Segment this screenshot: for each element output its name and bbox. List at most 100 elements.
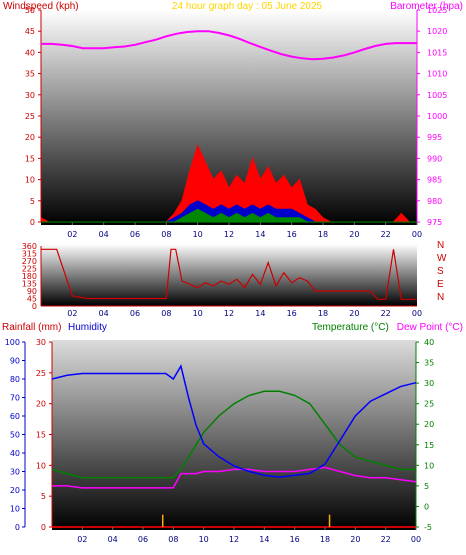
wind-ytick-label: 5	[30, 197, 35, 206]
rainfall-axis-label: Rainfall (mm)	[2, 322, 61, 333]
baro-ytick-label: 1020	[427, 27, 447, 36]
wind-ytick-label: 0	[30, 218, 35, 227]
wind-xtick-label: 06	[130, 230, 140, 239]
wind-ytick-label: 45	[25, 27, 35, 36]
chart-title: 24 hour graph day : 05 June 2025	[172, 1, 323, 12]
dir-xtick-label: 06	[130, 309, 140, 318]
wind-ytick-label: 20	[25, 133, 35, 142]
dir-xtick-label: 22	[381, 309, 391, 318]
temp-ytick-label: 15	[424, 441, 434, 450]
rain-ytick-label: 30	[36, 338, 46, 347]
temp-xtick-label: 14	[259, 535, 269, 544]
dir-ytick-label: 360	[22, 242, 37, 251]
rain-ytick-label: 10	[36, 461, 46, 470]
temp-xtick-label: 12	[229, 535, 239, 544]
temp-ytick-label: 40	[424, 338, 434, 347]
rain-ytick-label: 25	[36, 369, 46, 378]
compass-label: W	[437, 253, 447, 264]
wind-xtick-label: 20	[349, 230, 359, 239]
wind-xtick-label: 04	[99, 230, 109, 239]
dir-xtick-label: 12	[224, 309, 234, 318]
temp-ytick-label: 5	[424, 482, 429, 491]
dir-xtick-label: 18	[318, 309, 328, 318]
wind-ytick-label: 40	[25, 48, 35, 57]
dir-ytick-label: 90	[27, 287, 37, 296]
temp-ytick-label: 25	[424, 400, 434, 409]
baro-ytick-label: 990	[427, 154, 442, 163]
hum-ytick-label: 80	[10, 375, 20, 384]
baro-ytick-label: 985	[427, 176, 442, 185]
compass-label: N	[437, 240, 444, 251]
wind-ytick-label: 35	[25, 70, 35, 79]
compass-label: N	[437, 292, 444, 303]
baro-ytick-label: 1000	[427, 112, 447, 121]
temp-panel-bg	[52, 340, 416, 530]
baro-ytick-label: 1015	[427, 48, 447, 57]
wind-xtick-label: 00	[412, 230, 422, 239]
baro-ytick-label: 1010	[427, 70, 447, 79]
wind-xtick-label: 02	[67, 230, 77, 239]
hum-ytick-label: 10	[10, 505, 20, 514]
hum-ytick-label: 50	[10, 431, 20, 440]
temperature-series	[51, 390, 416, 479]
wind-xtick-label: 14	[255, 230, 265, 239]
dir-ytick-label: 135	[22, 280, 37, 289]
dir-xtick-label: 20	[349, 309, 359, 318]
dir-ytick-label: 270	[22, 257, 37, 266]
wind-low-series	[41, 208, 417, 223]
rain-ytick-label: 0	[41, 523, 46, 532]
dir-xtick-label: 16	[287, 309, 297, 318]
rain-ytick-label: 20	[36, 400, 46, 409]
baro-ytick-label: 995	[427, 133, 442, 142]
wind-xtick-label: 10	[193, 230, 203, 239]
hum-ytick-label: 0	[15, 523, 20, 532]
temp-xtick-label: 02	[77, 535, 87, 544]
humidity-axis-label: Humidity	[68, 322, 107, 333]
hum-ytick-label: 20	[10, 486, 20, 495]
dir-ytick-label: 0	[32, 302, 37, 311]
temp-ytick-label: 30	[424, 379, 434, 388]
wind-ytick-label: 50	[25, 6, 35, 15]
wind-ytick-label: 30	[25, 91, 35, 100]
dir-xtick-label: 00	[412, 309, 422, 318]
temp-ytick-label: 0	[424, 502, 429, 511]
dewpoint-axis-label: Dew Point (°C)	[397, 322, 463, 333]
dir-ytick-label: 225	[22, 265, 37, 274]
hum-ytick-label: 60	[10, 412, 20, 421]
baro-ytick-label: 980	[427, 197, 442, 206]
hum-ytick-label: 40	[10, 449, 20, 458]
hum-ytick-label: 30	[10, 468, 20, 477]
temp-ytick-label: 10	[424, 461, 434, 470]
dewpoint-series	[52, 466, 417, 489]
baro-ytick-label: 975	[427, 218, 442, 227]
barometer-axis-label: Barometer (hpa)	[390, 1, 463, 12]
compass-label: S	[437, 266, 444, 277]
temp-xtick-label: 16	[290, 535, 300, 544]
temp-xtick-label: 04	[108, 535, 118, 544]
temp-xtick-label: 00	[411, 535, 421, 544]
temperature-axis-label: Temperature (°C)	[312, 322, 389, 333]
rain-ytick-label: 5	[41, 492, 46, 501]
baro-ytick-label: 1025	[427, 6, 447, 15]
dir-xtick-label: 04	[99, 309, 109, 318]
wind-ytick-label: 15	[25, 154, 35, 163]
temp-ytick-label: 20	[424, 420, 434, 429]
temp-xtick-label: 22	[381, 535, 391, 544]
temp-xtick-label: 06	[138, 535, 148, 544]
wind-xtick-label: 18	[318, 230, 328, 239]
barometer-series	[41, 30, 417, 61]
temp-xtick-label: 10	[199, 535, 209, 544]
temp-ytick-label: 35	[424, 359, 434, 368]
dir-ytick-label: 180	[22, 272, 37, 281]
temp-xtick-label: 08	[168, 535, 178, 544]
direction-panel-bg	[41, 244, 417, 306]
dir-ytick-label: 315	[22, 250, 37, 259]
hum-ytick-label: 90	[10, 357, 20, 366]
temp-xtick-label: 18	[320, 535, 330, 544]
dir-xtick-label: 02	[67, 309, 77, 318]
wind-ytick-label: 10	[25, 176, 35, 185]
wind-xtick-label: 08	[161, 230, 171, 239]
wind-direction-series	[41, 248, 417, 300]
